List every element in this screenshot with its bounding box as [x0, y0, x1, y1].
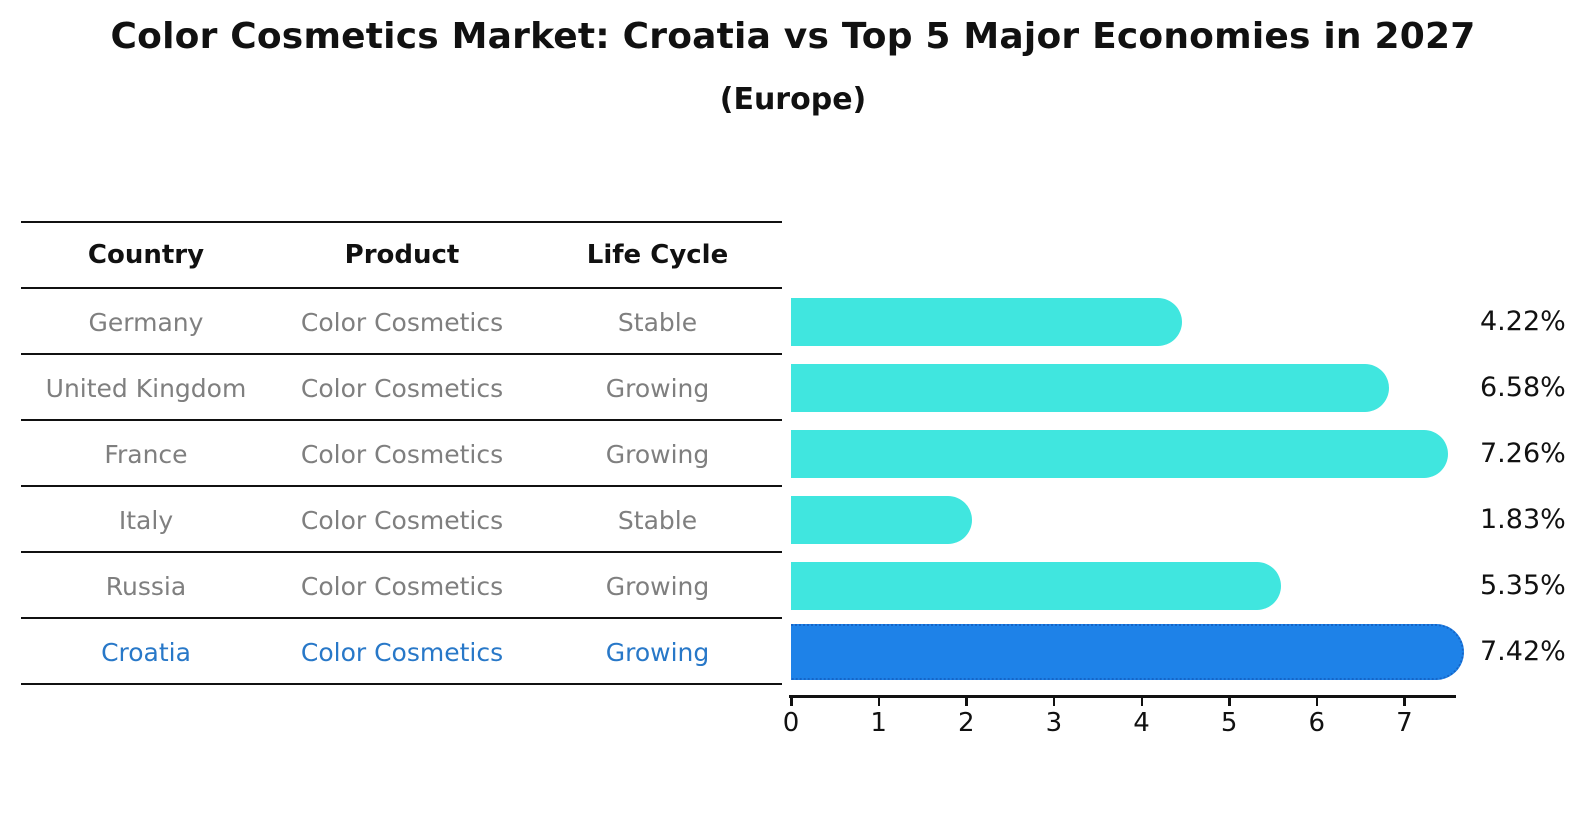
x-tick-7: 7 — [1384, 695, 1424, 741]
bar-italy — [791, 496, 973, 544]
value-label: 4.22% — [1480, 306, 1566, 337]
x-tick-1: 1 — [859, 695, 899, 741]
life-cycle-cell: Growing — [605, 373, 710, 403]
product-cell: Color Cosmetics — [300, 307, 504, 337]
bar-germany — [791, 298, 1182, 346]
country-cell: Russia — [105, 571, 187, 601]
table-row-france: France Color Cosmetics Growing — [21, 426, 782, 482]
tick-mark — [877, 695, 881, 706]
bar-united-kingdom — [791, 364, 1389, 412]
tick-mark — [965, 695, 968, 706]
country-cell: Italy — [118, 505, 174, 535]
table-row-united-kingdom: United Kingdom Color Cosmetics Growing — [21, 360, 782, 416]
product-cell: Color Cosmetics — [300, 637, 504, 667]
bar-row-united-kingdom: 6.58% — [791, 364, 1586, 412]
bar-row-croatia: 7.42% — [791, 624, 1586, 680]
life-cycle-cell: Growing — [605, 637, 710, 667]
chart-subtitle: (Europe) — [719, 82, 867, 117]
chart-title: Color Cosmetics Market: Croatia vs Top 5… — [110, 16, 1476, 57]
country-cell: United Kingdom — [45, 373, 247, 403]
table-rule — [21, 353, 782, 355]
table-row-russia: Russia Color Cosmetics Growing — [21, 558, 782, 614]
table-row-croatia: Croatia Color Cosmetics Growing — [21, 624, 782, 680]
value-label: 1.83% — [1480, 504, 1566, 535]
value-label: 7.26% — [1480, 438, 1566, 469]
table-rule — [21, 419, 782, 421]
x-axis-line — [789, 695, 1456, 698]
value-label: 7.42% — [1480, 636, 1566, 667]
bar-croatia-highlighted — [791, 624, 1465, 680]
bar-row-italy: 1.83% — [791, 496, 1586, 544]
x-tick-0: 0 — [771, 695, 811, 741]
product-cell: Color Cosmetics — [300, 373, 504, 403]
table-rule — [21, 221, 782, 223]
table-rule — [21, 617, 782, 619]
tick-label: 3 — [1045, 708, 1063, 738]
tick-label: 1 — [870, 708, 887, 738]
column-header-life-cycle: Life Cycle — [586, 240, 729, 270]
tick-mark — [1403, 695, 1406, 706]
tick-mark — [1140, 695, 1144, 706]
tick-mark — [1315, 695, 1319, 706]
bar-row-france: 7.26% — [791, 430, 1586, 478]
table-row-germany: Germany Color Cosmetics Stable — [21, 294, 782, 350]
bar-russia — [791, 562, 1281, 610]
value-label: 6.58% — [1480, 372, 1566, 403]
column-header-product: Product — [344, 240, 460, 270]
table-rule — [21, 287, 782, 289]
table-row-italy: Italy Color Cosmetics Stable — [21, 492, 782, 548]
bar-france — [791, 430, 1449, 478]
x-tick-2: 2 — [946, 695, 986, 741]
tick-label: 2 — [957, 708, 975, 738]
table-rule — [21, 551, 782, 553]
bar-row-germany: 4.22% — [791, 298, 1586, 346]
product-cell: Color Cosmetics — [300, 505, 504, 535]
column-header-country: Country — [87, 240, 205, 270]
table-rule — [21, 485, 782, 487]
tick-mark — [1228, 695, 1231, 706]
tick-label: 6 — [1308, 708, 1326, 738]
table-header-row: Country Product Life Cycle — [21, 227, 782, 283]
country-cell: Croatia — [101, 637, 191, 667]
x-tick-5: 5 — [1209, 695, 1249, 741]
tick-mark — [790, 695, 793, 706]
value-label: 5.35% — [1480, 570, 1566, 601]
country-cell: France — [104, 439, 188, 469]
tick-label: 5 — [1220, 708, 1238, 738]
tick-label: 4 — [1133, 708, 1150, 738]
life-cycle-cell: Growing — [605, 439, 710, 469]
x-tick-3: 3 — [1034, 695, 1074, 741]
life-cycle-cell: Stable — [617, 307, 698, 337]
table-rule — [21, 683, 782, 685]
x-tick-6: 6 — [1297, 695, 1337, 741]
tick-label: 0 — [782, 708, 800, 738]
life-cycle-cell: Stable — [617, 505, 698, 535]
life-cycle-cell: Growing — [605, 571, 710, 601]
x-tick-4: 4 — [1122, 695, 1162, 741]
bar-row-russia: 5.35% — [791, 562, 1586, 610]
country-cell: Germany — [88, 307, 204, 337]
product-cell: Color Cosmetics — [300, 571, 504, 601]
tick-label: 7 — [1396, 708, 1413, 738]
product-cell: Color Cosmetics — [300, 439, 504, 469]
tick-mark — [1052, 695, 1056, 706]
